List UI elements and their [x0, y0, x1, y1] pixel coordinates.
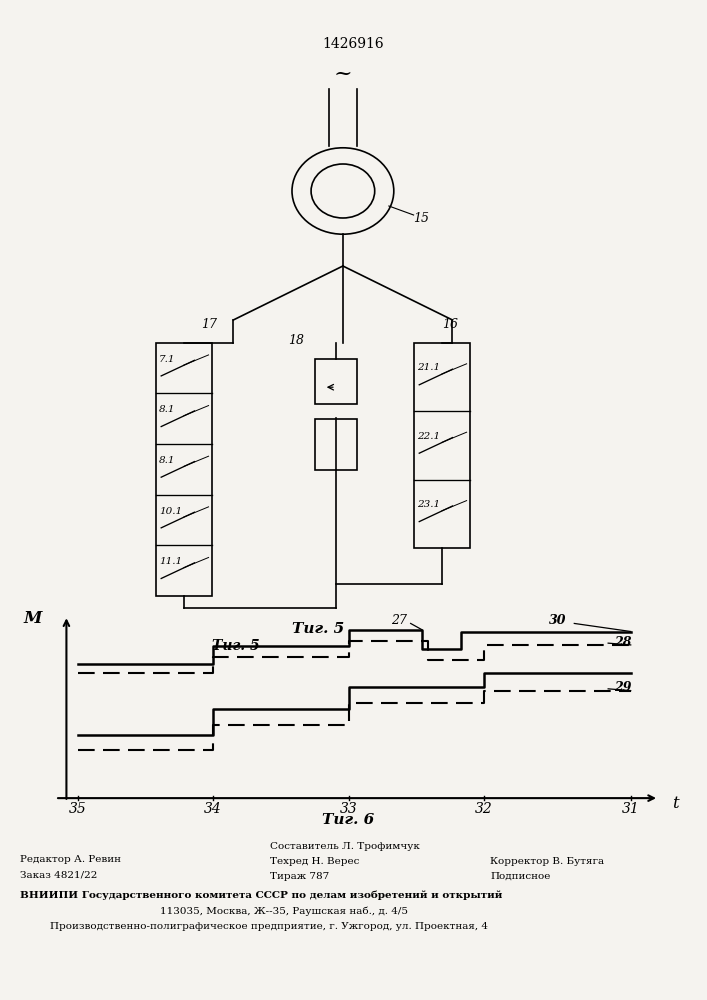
Text: 27: 27	[392, 614, 407, 627]
Text: 18: 18	[288, 334, 304, 348]
Text: 21.1: 21.1	[417, 363, 440, 372]
Text: 34: 34	[204, 802, 222, 816]
Text: 30: 30	[549, 614, 566, 627]
Text: ~: ~	[334, 63, 352, 85]
Text: 33: 33	[339, 802, 358, 816]
Text: Редактор А. Ревин: Редактор А. Ревин	[20, 855, 121, 864]
Text: 8.1: 8.1	[159, 456, 175, 465]
Text: 32: 32	[475, 802, 493, 816]
Text: 15: 15	[414, 212, 430, 225]
Text: Техред Н. Верес: Техред Н. Верес	[270, 857, 359, 866]
Text: Составитель Л. Трофимчук: Составитель Л. Трофимчук	[270, 842, 420, 851]
Text: 22.1: 22.1	[417, 432, 440, 441]
Text: Заказ 4821/22: Заказ 4821/22	[20, 870, 98, 879]
Text: 23.1: 23.1	[417, 500, 440, 509]
Text: Τиг. 6: Τиг. 6	[322, 813, 375, 827]
Text: Τиг. 5: Τиг. 5	[212, 639, 259, 653]
Bar	[315, 419, 357, 470]
Text: Корректор В. Бутяга: Корректор В. Бутяга	[490, 857, 604, 866]
Text: ВНИИПИ Государственного комитета СССР по делам изобретений и открытий: ВНИИПИ Государственного комитета СССР по…	[20, 890, 503, 900]
Text: 10.1: 10.1	[159, 507, 182, 516]
Bar	[315, 359, 357, 404]
Text: 35: 35	[69, 802, 86, 816]
Text: 8.1: 8.1	[159, 405, 175, 414]
Text: 113035, Москва, Ж--35, Раушская наб., д. 4/5: 113035, Москва, Ж--35, Раушская наб., д.…	[160, 906, 408, 916]
Text: 31: 31	[622, 802, 640, 816]
Bar	[156, 343, 212, 596]
Text: 17: 17	[201, 318, 218, 331]
Text: t: t	[672, 795, 679, 812]
Text: Производственно-полиграфическое предприятие, г. Ужгород, ул. Проектная, 4: Производственно-полиграфическое предприя…	[50, 922, 488, 931]
Text: Τиг. 5: Τиг. 5	[292, 622, 344, 636]
Text: 1426916: 1426916	[322, 37, 385, 51]
Text: Подписное: Подписное	[490, 872, 550, 881]
Text: 11.1: 11.1	[159, 557, 182, 566]
Text: 29: 29	[614, 681, 631, 694]
Text: M: M	[23, 610, 42, 627]
Text: Тираж 787: Тираж 787	[270, 872, 329, 881]
Text: 28: 28	[614, 636, 631, 649]
Text: 7.1: 7.1	[159, 355, 175, 364]
Bar	[414, 343, 470, 548]
Text: 16: 16	[442, 318, 458, 331]
